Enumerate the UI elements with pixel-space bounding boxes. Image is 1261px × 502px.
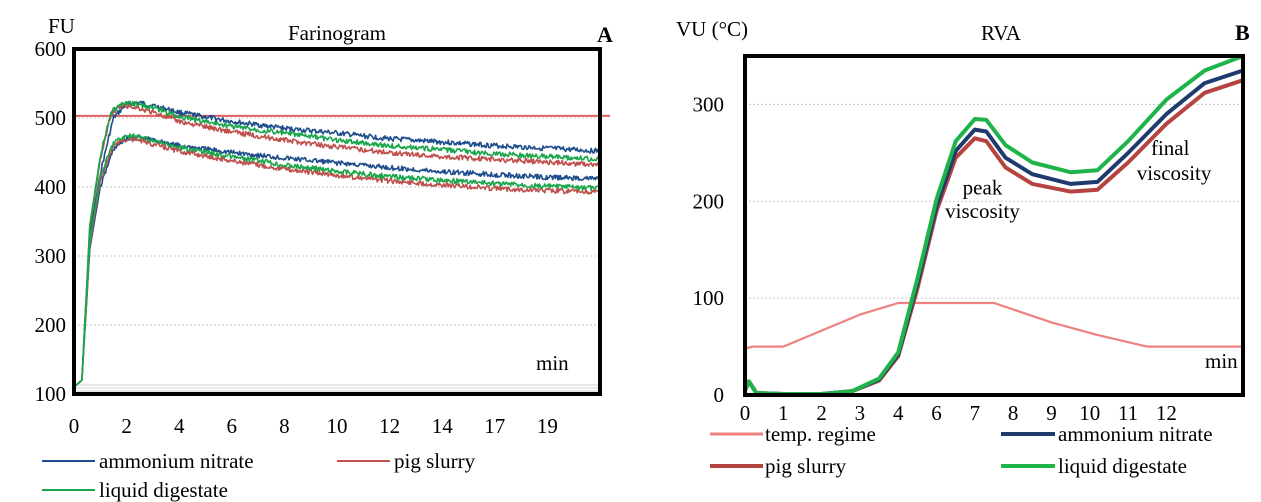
farinogram-series-group <box>72 100 610 388</box>
legend-label-liquid-digestate: liquid digestate <box>1058 454 1187 478</box>
rva-x-tick-label: 0 <box>740 401 751 425</box>
farinogram-x-tick-labels: 0 2 4 6 8 10 12 14 17 19 <box>69 414 558 438</box>
farinogram-x-tick-label: 8 <box>279 414 290 438</box>
farinogram-y-tick-label: 600 <box>35 37 67 61</box>
panel-letter-a: A <box>597 22 613 47</box>
legend-label-ammonium-nitrate: ammonium nitrate <box>1058 422 1213 446</box>
farinogram-y-tick-label: 100 <box>35 382 67 406</box>
rva-y-axis-label: VU (°C) <box>676 17 748 41</box>
farinogram-x-tick-label: 6 <box>227 414 238 438</box>
panel-letter-b: B <box>1235 20 1250 45</box>
rva-x-tick-label: 7 <box>970 401 981 425</box>
rva-legend: temp. regime ammonium nitrate pig slurry… <box>710 422 1213 478</box>
legend-label-ammonium-nitrate: ammonium nitrate <box>99 449 254 473</box>
rva-x-tick-label: 11 <box>1118 401 1138 425</box>
farinogram-y-tick-label: 200 <box>35 313 67 337</box>
legend-label-liquid-digestate: liquid digestate <box>99 478 228 502</box>
rva-y-tick-labels: 0 100 200 300 <box>693 92 725 407</box>
rva-x-tick-label: 6 <box>931 401 942 425</box>
farinogram-y-tick-label: 400 <box>35 175 67 199</box>
rva-x-axis-label: min <box>1205 349 1238 373</box>
farinogram-gridlines <box>74 117 600 392</box>
rva-y-tick-label: 200 <box>693 189 725 213</box>
rva-x-tick-label: 12 <box>1156 401 1177 425</box>
farinogram-x-tick-label: 12 <box>379 414 400 438</box>
rva-x-tick-label: 10 <box>1079 401 1100 425</box>
farinogram-series-liquid-digestate <box>73 100 601 388</box>
farinogram-series-pig-slurry <box>73 135 601 388</box>
farinogram-x-axis-label: min <box>536 351 569 375</box>
farinogram-legend: ammonium nitrate pig slurry liquid diges… <box>42 449 476 502</box>
farinogram-x-tick-label: 17 <box>484 414 505 438</box>
rva-y-tick-label: 100 <box>693 286 725 310</box>
rva-x-tick-label: 2 <box>816 401 827 425</box>
farinogram-series-liquid-digestate <box>73 133 601 388</box>
farinogram-y-tick-label: 500 <box>35 106 67 130</box>
rva-y-tick-label: 0 <box>714 383 725 407</box>
farinogram-x-tick-label: 4 <box>174 414 185 438</box>
rva-title: RVA <box>981 21 1022 45</box>
rva-x-tick-label: 8 <box>1008 401 1019 425</box>
rva-annotation: peak <box>963 176 1003 200</box>
farinogram-y-axis-label: FU <box>48 14 75 38</box>
rva-annotation: viscosity <box>1137 161 1212 185</box>
rva-x-tick-labels: 0 1 2 3 4 6 7 8 9 10 11 12 <box>740 401 1177 425</box>
farinogram-x-tick-label: 0 <box>69 414 80 438</box>
rva-x-tick-label: 9 <box>1046 401 1057 425</box>
rva-x-tick-label: 1 <box>778 401 789 425</box>
farinogram-series-ammonium-nitrate <box>73 134 601 388</box>
farinogram-x-tick-label: 19 <box>537 414 558 438</box>
rva-annotation: final <box>1151 136 1190 160</box>
farinogram-panel: 100 200 300 400 500 600 0 2 4 6 8 10 12 14 17 19 FU Fa… <box>35 14 614 502</box>
rva-series-group <box>743 54 1245 396</box>
legend-label-temp-regime: temp. regime <box>765 422 876 446</box>
rva-gridlines <box>745 103 1243 299</box>
legend-label-pig-slurry: pig slurry <box>765 454 847 478</box>
legend-label-pig-slurry: pig slurry <box>394 449 476 473</box>
rva-y-tick-label: 300 <box>693 92 725 116</box>
farinogram-title: Farinogram <box>288 21 386 45</box>
farinogram-plot-frame <box>72 47 602 396</box>
farinogram-x-tick-label: 14 <box>432 414 454 438</box>
farinogram-y-tick-labels: 100 200 300 400 500 600 <box>35 37 67 406</box>
farinogram-y-tick-label: 300 <box>35 244 67 268</box>
farinogram-series-pig-slurry <box>73 103 601 388</box>
farinogram-series-ammonium-nitrate <box>73 100 601 388</box>
rva-series-temp-regime <box>743 301 1245 350</box>
rva-series-liquid-digestate <box>743 54 1245 396</box>
rva-x-tick-label: 3 <box>855 401 866 425</box>
farinogram-x-tick-label: 2 <box>121 414 132 438</box>
rva-plot-frame <box>743 54 1245 397</box>
rva-series-ammonium-nitrate <box>743 68 1245 396</box>
rva-x-tick-label: 4 <box>893 401 904 425</box>
rva-annotation: viscosity <box>945 199 1020 223</box>
farinogram-x-tick-label: 10 <box>327 414 348 438</box>
